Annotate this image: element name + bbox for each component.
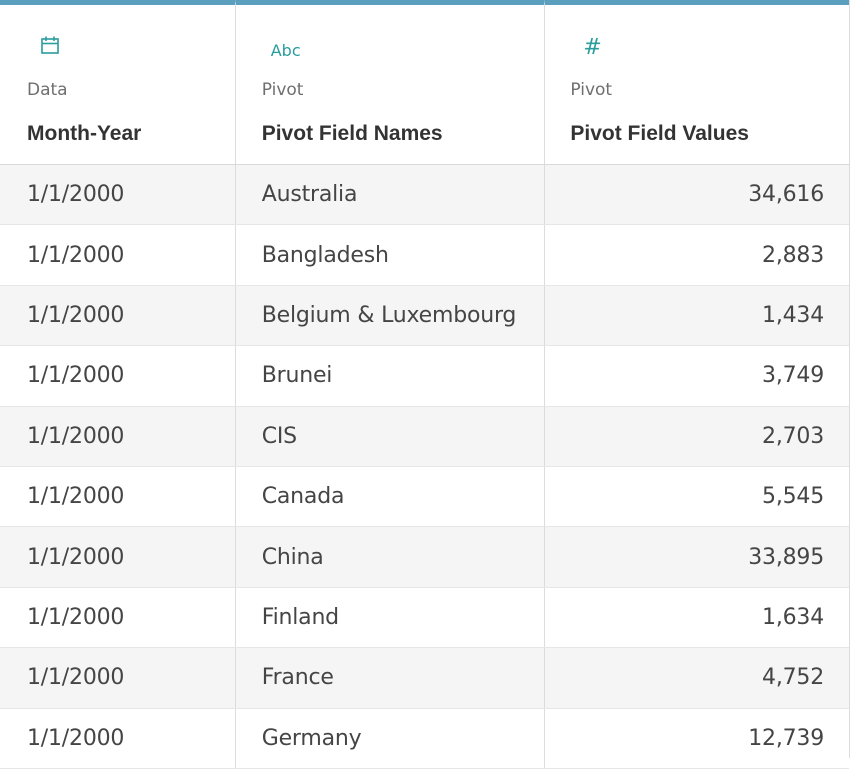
column-field-name[interactable]: Pivot Field Names bbox=[261, 122, 443, 145]
table-row[interactable]: 1/1/2000 Brunei 3,749 bbox=[0, 346, 849, 407]
cell-field-name[interactable]: Brunei bbox=[236, 346, 546, 406]
hash-number-icon[interactable]: # bbox=[583, 35, 602, 60]
cell-month-year[interactable]: 1/1/2000 bbox=[0, 165, 236, 225]
column-source-label: Data bbox=[27, 80, 68, 100]
cell-field-value[interactable]: 33,895 bbox=[748, 544, 824, 570]
table-row[interactable]: 1/1/2000 Belgium & Luxembourg 1,434 bbox=[0, 285, 849, 347]
cell-field-name[interactable]: Canada bbox=[236, 466, 546, 527]
cell-field-value[interactable]: 34,616 bbox=[748, 182, 824, 208]
cell-field-name[interactable]: France bbox=[236, 648, 546, 708]
cell-field-value[interactable]: 12,739 bbox=[748, 725, 824, 751]
cell-field-value[interactable]: 2,883 bbox=[762, 242, 824, 268]
cell-field-value[interactable]: 2,703 bbox=[762, 423, 824, 449]
cell-field-name[interactable]: Bangladesh bbox=[236, 225, 546, 285]
cell-field-value[interactable]: 1,434 bbox=[762, 302, 824, 328]
table-row[interactable]: 1/1/2000 France 4,752 bbox=[0, 648, 849, 709]
cell-field-value[interactable]: 5,545 bbox=[762, 484, 824, 510]
table-row[interactable]: 1/1/2000 Finland 1,634 bbox=[0, 587, 849, 649]
column-field-name[interactable]: Month-Year bbox=[27, 122, 142, 145]
cell-field-name[interactable]: Finland bbox=[236, 587, 546, 648]
cell-field-value[interactable]: 4,752 bbox=[762, 665, 824, 691]
cell-month-year[interactable]: 1/1/2000 bbox=[0, 648, 236, 708]
cell-field-name[interactable]: Germany bbox=[236, 708, 546, 768]
cell-month-year[interactable]: 1/1/2000 bbox=[0, 406, 236, 466]
cell-month-year[interactable]: 1/1/2000 bbox=[0, 346, 236, 406]
cell-field-name[interactable]: China bbox=[236, 527, 546, 587]
table-row[interactable]: 1/1/2000 China 33,895 bbox=[0, 527, 849, 588]
cell-field-name[interactable]: Belgium & Luxembourg bbox=[236, 285, 546, 346]
calendar-icon[interactable] bbox=[40, 35, 60, 58]
column-field-name[interactable]: Pivot Field Values bbox=[570, 122, 749, 145]
table-row[interactable]: 1/1/2000 Germany 12,739 bbox=[0, 708, 849, 769]
cell-month-year[interactable]: 1/1/2000 bbox=[0, 285, 236, 346]
column-source-label: Pivot bbox=[261, 80, 304, 100]
cell-field-value[interactable]: 3,749 bbox=[762, 363, 824, 389]
cell-month-year[interactable]: 1/1/2000 bbox=[0, 225, 236, 285]
cell-month-year[interactable]: 1/1/2000 bbox=[0, 527, 236, 587]
cell-month-year[interactable]: 1/1/2000 bbox=[0, 466, 236, 527]
table-row[interactable]: 1/1/2000 Canada 5,545 bbox=[0, 466, 849, 528]
cell-field-name[interactable]: Australia bbox=[236, 165, 546, 225]
abc-string-icon[interactable]: Abc bbox=[270, 41, 301, 60]
column-header-pivot-field-names[interactable]: Abc Pivot Pivot Field Names bbox=[235, 0, 546, 164]
cell-month-year[interactable]: 1/1/2000 bbox=[0, 708, 236, 768]
cell-month-year[interactable]: 1/1/2000 bbox=[0, 587, 236, 648]
column-header-month-year[interactable]: Data Month-Year bbox=[0, 0, 236, 164]
grid-header: Data Month-Year Abc Pivot Pivot Field Na… bbox=[0, 0, 849, 165]
column-header-pivot-field-values[interactable]: # Pivot Pivot Field Values bbox=[545, 0, 849, 164]
table-row[interactable]: 1/1/2000 CIS 2,703 bbox=[0, 406, 849, 467]
cell-field-name[interactable]: CIS bbox=[236, 406, 546, 466]
cell-field-value[interactable]: 1,634 bbox=[762, 604, 824, 630]
column-source-label: Pivot bbox=[570, 80, 613, 100]
table-row[interactable]: 1/1/2000 Bangladesh 2,883 bbox=[0, 225, 849, 286]
table-row[interactable]: 1/1/2000 Australia 34,616 bbox=[0, 165, 849, 226]
grid-body: 1/1/2000 Australia 34,616 1/1/2000 Bangl… bbox=[0, 165, 849, 769]
